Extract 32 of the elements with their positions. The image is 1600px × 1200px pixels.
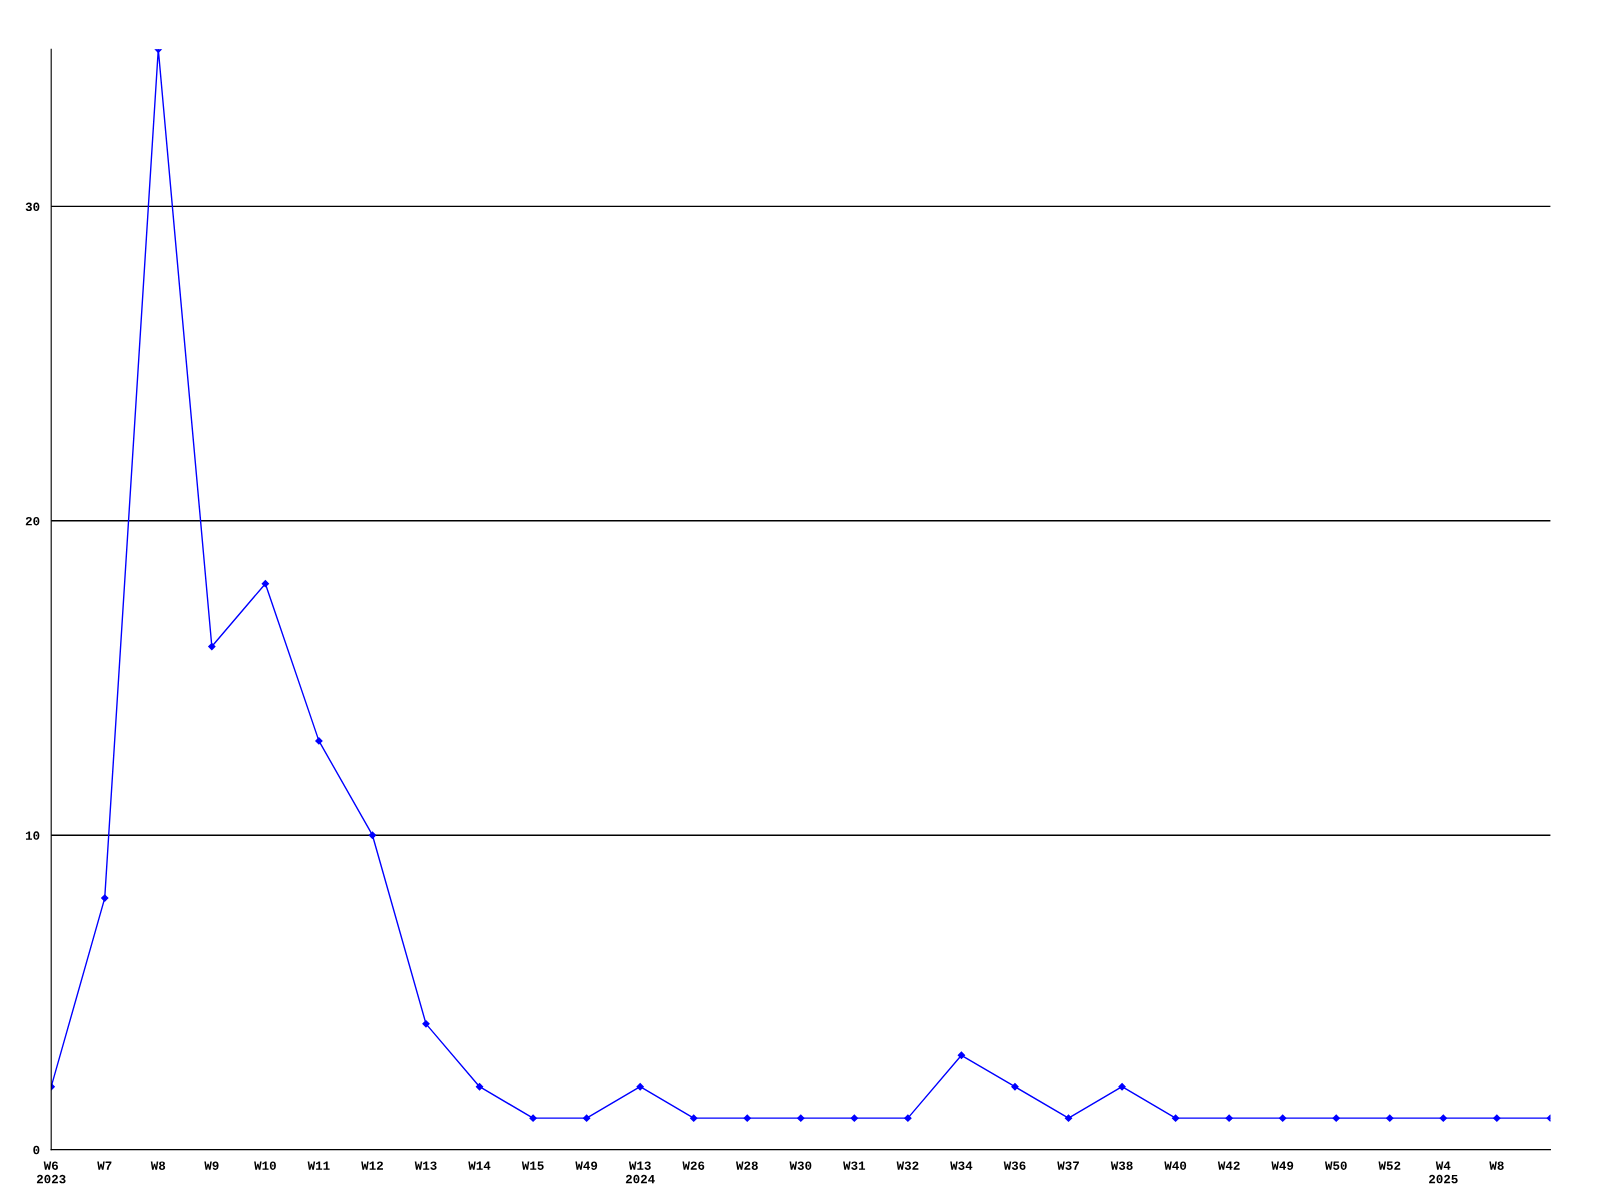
y-tick-label: 20 <box>25 516 40 526</box>
x-tick-label: W34 <box>950 1161 973 1170</box>
x-tick-label: W28 <box>736 1161 758 1170</box>
x-tick-label: W38 <box>1110 1161 1133 1170</box>
x-tick-label: W11 <box>307 1161 330 1170</box>
x-tick-label: W10 <box>254 1161 276 1170</box>
x-tick-label: W31 <box>843 1161 866 1170</box>
x-tick-label: W30 <box>789 1161 812 1170</box>
y-tick-label: 10 <box>25 831 40 840</box>
x-tick-label: W4 2025 <box>1429 1161 1458 1184</box>
x-tick-label: W32 <box>896 1161 919 1170</box>
x-tick-label: W40 <box>1164 1161 1187 1170</box>
x-tick-label: W50 <box>1324 1161 1347 1170</box>
x-tick-label: W52 <box>1378 1161 1401 1170</box>
y-tick-label: 30 <box>25 202 40 212</box>
y-tick-label: 0 <box>33 1145 40 1155</box>
x-tick-label: W42 <box>1217 1161 1240 1170</box>
x-tick-label: W36 <box>1003 1161 1026 1170</box>
x-tick-label: W8 <box>1489 1161 1504 1170</box>
x-tick-label: W26 <box>682 1161 705 1170</box>
x-tick-label: W14 <box>468 1161 491 1170</box>
x-tick-label: W49 <box>575 1161 598 1170</box>
x-tick-label: W13 2024 <box>625 1161 655 1184</box>
x-tick-label: W7 <box>97 1161 112 1170</box>
x-tick-label: W49 <box>1271 1161 1294 1170</box>
x-tick-label: W15 <box>521 1161 544 1170</box>
x-tick-label: W37 <box>1057 1161 1079 1170</box>
x-tick-label: W12 <box>361 1161 383 1170</box>
x-tick-label: W9 <box>204 1161 219 1170</box>
x-tick-label: W13 <box>414 1161 437 1170</box>
x-tick-label: W8 <box>150 1161 166 1170</box>
x-tick-label: W6 2023 <box>36 1161 66 1184</box>
